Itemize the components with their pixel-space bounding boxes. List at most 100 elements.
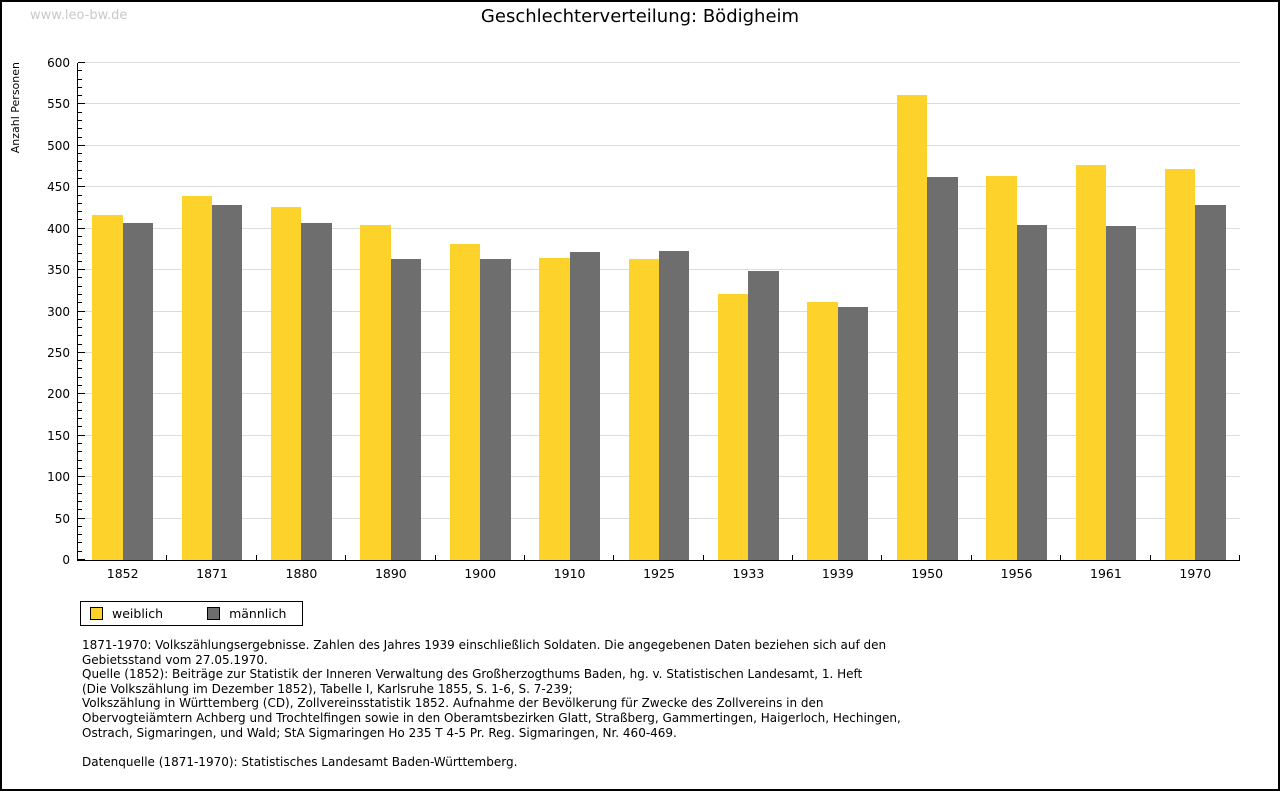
y-tick-label: 550: [47, 97, 70, 112]
bar-1890-männlich: [390, 258, 422, 560]
y-tick-major: [78, 351, 85, 353]
x-tick: [255, 555, 257, 560]
y-tick-label: 300: [47, 304, 70, 319]
legend-item-männlich: männlich: [207, 606, 286, 621]
y-tick-minor: [78, 78, 82, 80]
bar-1871-weiblich: [181, 195, 213, 560]
legend-label: männlich: [229, 606, 287, 621]
y-tick-minor: [78, 128, 82, 130]
y-tick-minor: [78, 70, 82, 72]
x-tick: [1239, 555, 1240, 560]
y-tick-minor: [78, 302, 82, 304]
y-tick-label: 450: [47, 180, 70, 195]
y-tick-major: [78, 103, 85, 105]
y-tick-major: [78, 434, 85, 436]
x-tick: [881, 555, 883, 560]
y-tick-minor: [78, 285, 82, 287]
y-tick-minor: [78, 252, 82, 254]
y-tick-minor: [78, 111, 82, 113]
y-tick-minor: [78, 426, 82, 428]
bar-1910-weiblich: [539, 257, 570, 560]
y-tick-minor: [78, 153, 82, 155]
y-tick-major: [78, 62, 85, 63]
bar-group-1925: [614, 63, 703, 560]
y-tick-major: [78, 227, 85, 229]
bar-1900-männlich: [480, 258, 511, 560]
bar-group-1961: [1061, 63, 1150, 560]
bar-group-1939: [793, 63, 882, 560]
y-tick-minor: [78, 534, 82, 536]
bar-group-1871: [167, 63, 256, 560]
bar-group-1852: [78, 63, 167, 560]
y-axis-title: Anzahl Personen: [9, 62, 22, 154]
footnote-line: Volkszählung in Württemberg (CD), Zollve…: [82, 696, 824, 711]
y-tick-minor: [78, 459, 82, 461]
bar-1970-männlich: [1195, 205, 1226, 560]
bar-1961-weiblich: [1075, 164, 1106, 560]
y-tick-major: [78, 393, 85, 395]
footnote-line: Quelle (1852): Beiträge zur Statistik de…: [82, 667, 863, 682]
x-tick-label: 1890: [374, 566, 407, 581]
bar-1933-weiblich: [718, 294, 749, 560]
y-tick-minor: [78, 327, 82, 329]
y-tick-minor: [78, 360, 82, 362]
bar-group-1890: [346, 63, 435, 560]
x-tick-label: 1900: [464, 566, 497, 581]
y-tick-minor: [78, 202, 82, 204]
y-tick-major: [78, 559, 85, 560]
y-tick-major: [78, 310, 85, 312]
y-tick-minor: [78, 194, 82, 196]
x-tick-label: 1956: [1000, 566, 1033, 581]
gridline: [78, 62, 1240, 63]
watermark: www.leo-bw.de: [30, 8, 128, 23]
x-tick-label: 1925: [643, 566, 675, 581]
x-tick: [166, 555, 168, 560]
y-tick-minor: [78, 235, 82, 237]
y-tick-minor: [78, 376, 82, 378]
y-tick-minor: [78, 418, 82, 420]
bar-group-1950: [882, 63, 971, 560]
legend-item-weiblich: weiblich: [90, 606, 163, 621]
y-tick-label: 50: [54, 511, 70, 526]
bar-1956-männlich: [1016, 225, 1047, 560]
y-tick-minor: [78, 409, 82, 411]
gridline: [78, 103, 1240, 105]
y-tick-label: 250: [47, 345, 70, 360]
y-tick-minor: [78, 260, 82, 262]
x-tick-label: 1939: [821, 566, 854, 581]
x-tick: [77, 555, 78, 560]
legend-label: weiblich: [112, 606, 164, 621]
x-tick-label: 1910: [553, 566, 586, 581]
bar-1852-männlich: [122, 222, 154, 560]
bar-1900-weiblich: [449, 244, 481, 560]
y-tick-label: 350: [47, 263, 70, 278]
x-tick: [702, 555, 704, 560]
y-tick-minor: [78, 368, 82, 370]
y-tick-label: 0: [62, 553, 70, 567]
legend-swatch-weiblich: [90, 607, 103, 620]
y-tick-minor: [78, 385, 82, 387]
plot-area: 1852 1871 1880 1890 1900 1910 1925 1933 1939 1950…: [47, 56, 1240, 581]
y-tick-label: 500: [47, 138, 70, 153]
x-tick-label: 1852: [106, 566, 139, 581]
y-tick-label: 100: [47, 470, 70, 485]
y-tick-minor: [78, 401, 82, 403]
x-tick-label: 1961: [1090, 566, 1122, 581]
x-tick-label: 1950: [911, 566, 944, 581]
bar-1880-weiblich: [271, 207, 302, 560]
y-tick-minor: [78, 95, 82, 97]
bar-1956-weiblich: [986, 176, 1017, 560]
bar-1910-männlich: [569, 251, 600, 560]
bar-1970-weiblich: [1164, 169, 1196, 560]
y-tick-minor: [78, 542, 82, 544]
x-tick: [792, 555, 794, 560]
bar-1933-männlich: [748, 270, 779, 560]
bar-1925-weiblich: [628, 259, 659, 560]
y-tick-label: 400: [47, 221, 70, 236]
y-tick-minor: [78, 343, 82, 345]
y-tick-major: [78, 269, 85, 271]
x-tick: [523, 555, 525, 560]
x-tick-label: 1880: [285, 566, 318, 581]
bar-group-1900: [436, 63, 525, 560]
bar-group-1880: [257, 63, 346, 560]
